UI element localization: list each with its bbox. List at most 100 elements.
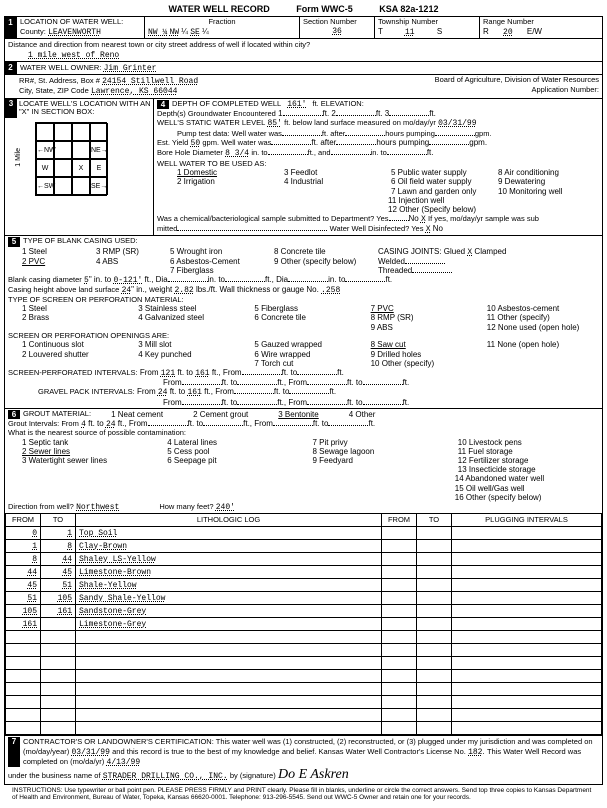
row-to: 105 [41,592,76,605]
jclamp: Clamped [474,247,506,256]
sc12: 12 None used (open hole) [487,323,599,332]
u9: 9 Dewatering [498,177,599,186]
row-to2 [417,683,452,696]
gpi-label: GRAVEL PACK INTERVALS: [8,387,135,396]
s1-heading: LOCATION OF WATER WELL: [20,18,141,27]
u7: 7 Lawn and garden only [391,187,492,196]
p6: 6 Seepage pit [167,456,308,465]
range-r: R [483,27,489,36]
biz: STRADER DRILLING CO., INC. [103,772,228,781]
row-from2 [382,579,417,592]
joints: CASING JOINTS: Glued [378,247,465,256]
frac2: NW [169,28,179,37]
row-from: 8 [6,553,41,566]
e-cell: E [90,159,108,177]
row-desc: Limestone-Grey [76,618,382,631]
row-to: 161 [41,605,76,618]
pump-label: Pump test data: Well water was [177,129,282,138]
row-to2 [417,696,452,709]
table-row: 105161Sandstone-Grey [6,605,602,618]
swl: 85' [268,119,282,128]
row-plug [452,618,602,631]
section-2: 2 WATER WELL OWNER: Jim Grinter RR#, St.… [4,62,603,99]
chal-lbs: lbs./ft. Wall thickness or gauge No. [196,285,319,294]
o6: 6 Wire wrapped [254,350,366,359]
dist-label2: How many feet? [159,502,213,511]
biz-label: under the business name of [8,771,101,780]
row-desc: Top Soil [76,527,382,540]
cert2: and this record is true to the best of m… [112,747,466,756]
g1: 1 Neat cement [91,410,163,419]
table-row [6,696,602,709]
fraction-label: Fraction [148,18,296,27]
range: 20 [491,28,525,37]
row-to2 [417,592,452,605]
table-row [6,722,602,735]
sc6: 6 Concrete tile [254,313,366,322]
range-label: Range Number [483,18,599,27]
row-from2 [382,670,417,683]
gw3: 3 [385,109,389,118]
u4: 4 Industrial [284,177,385,186]
open-label: SCREEN OR PERFORATION OPENINGS ARE: [8,332,599,341]
spi-f1: 121 [161,369,175,378]
dno: No [433,224,443,233]
section-3: 3 LOCATE WELL'S LOCATION WITH AN "X" IN … [4,99,154,237]
county-value: LEAVENWORTH [48,28,101,37]
table-row [6,631,602,644]
spi-label: SCREEN-PERFORATED INTERVALS: [8,368,138,377]
row-from: 51 [6,592,41,605]
section-1: 1 LOCATION OF WATER WELL: County: LEAVEN… [4,16,603,62]
row-to: 44 [41,553,76,566]
date2: 4/13/99 [107,758,141,767]
table-row: 844Shaley LS-Yellow [6,553,602,566]
row-desc [76,670,382,683]
row-plug [452,540,602,553]
u12: 12 Other (Specify below) [388,205,599,214]
row-plug [452,670,602,683]
gw2: 2 [331,109,335,118]
o4: 4 Key punched [138,350,250,359]
dir: Northwest [76,503,119,512]
row-from2 [382,592,417,605]
row-to [41,618,76,631]
sw-cell: ←SW [36,177,54,195]
row-from [6,644,41,657]
u10: 10 Monitoring well [498,187,599,196]
u2: 2 Irrigation [177,177,278,186]
mitted: mitted [157,224,177,233]
row-from2 [382,709,417,722]
frac3: ¼ [181,27,188,36]
row-from2 [382,631,417,644]
title-text: WATER WELL RECORD [169,4,270,14]
frac5: ¼ [202,27,209,36]
row-from2 [382,566,417,579]
row-from [6,696,41,709]
s3-heading: LOCATE WELL'S LOCATION WITH AN "X" IN SE… [17,99,153,118]
row-desc [76,644,382,657]
row-from [6,657,41,670]
o11: 11 None (open hole) [487,340,599,349]
row-to2 [417,540,452,553]
row-from [6,722,41,735]
o10: 10 Other (specify) [371,359,483,368]
from2: From [163,378,182,387]
section-4: 4 DEPTH OF COMPLETED WELL 161' ft. ELEVA… [154,99,603,237]
row-desc: Limestone-Brown [76,566,382,579]
u8: 8 Air conditioning [498,168,599,177]
row-to: 51 [41,579,76,592]
lic: 182 [468,748,482,757]
row-plug [452,722,602,735]
secnum-label: Section Number [303,18,371,27]
row-to: 8 [41,540,76,553]
p10: 10 Livestock pens [458,438,599,447]
bore-and: ft., and [308,148,331,157]
th-to: TO [41,514,76,527]
gpi-f1: 24 [158,388,168,397]
p8: 8 Sewage lagoon [313,447,454,456]
sc11: 11 Other (specify) [487,313,599,322]
frac4: SE [190,28,200,37]
table-row [6,644,602,657]
ftto1: ft. to [177,368,193,377]
row-from: 161 [6,618,41,631]
